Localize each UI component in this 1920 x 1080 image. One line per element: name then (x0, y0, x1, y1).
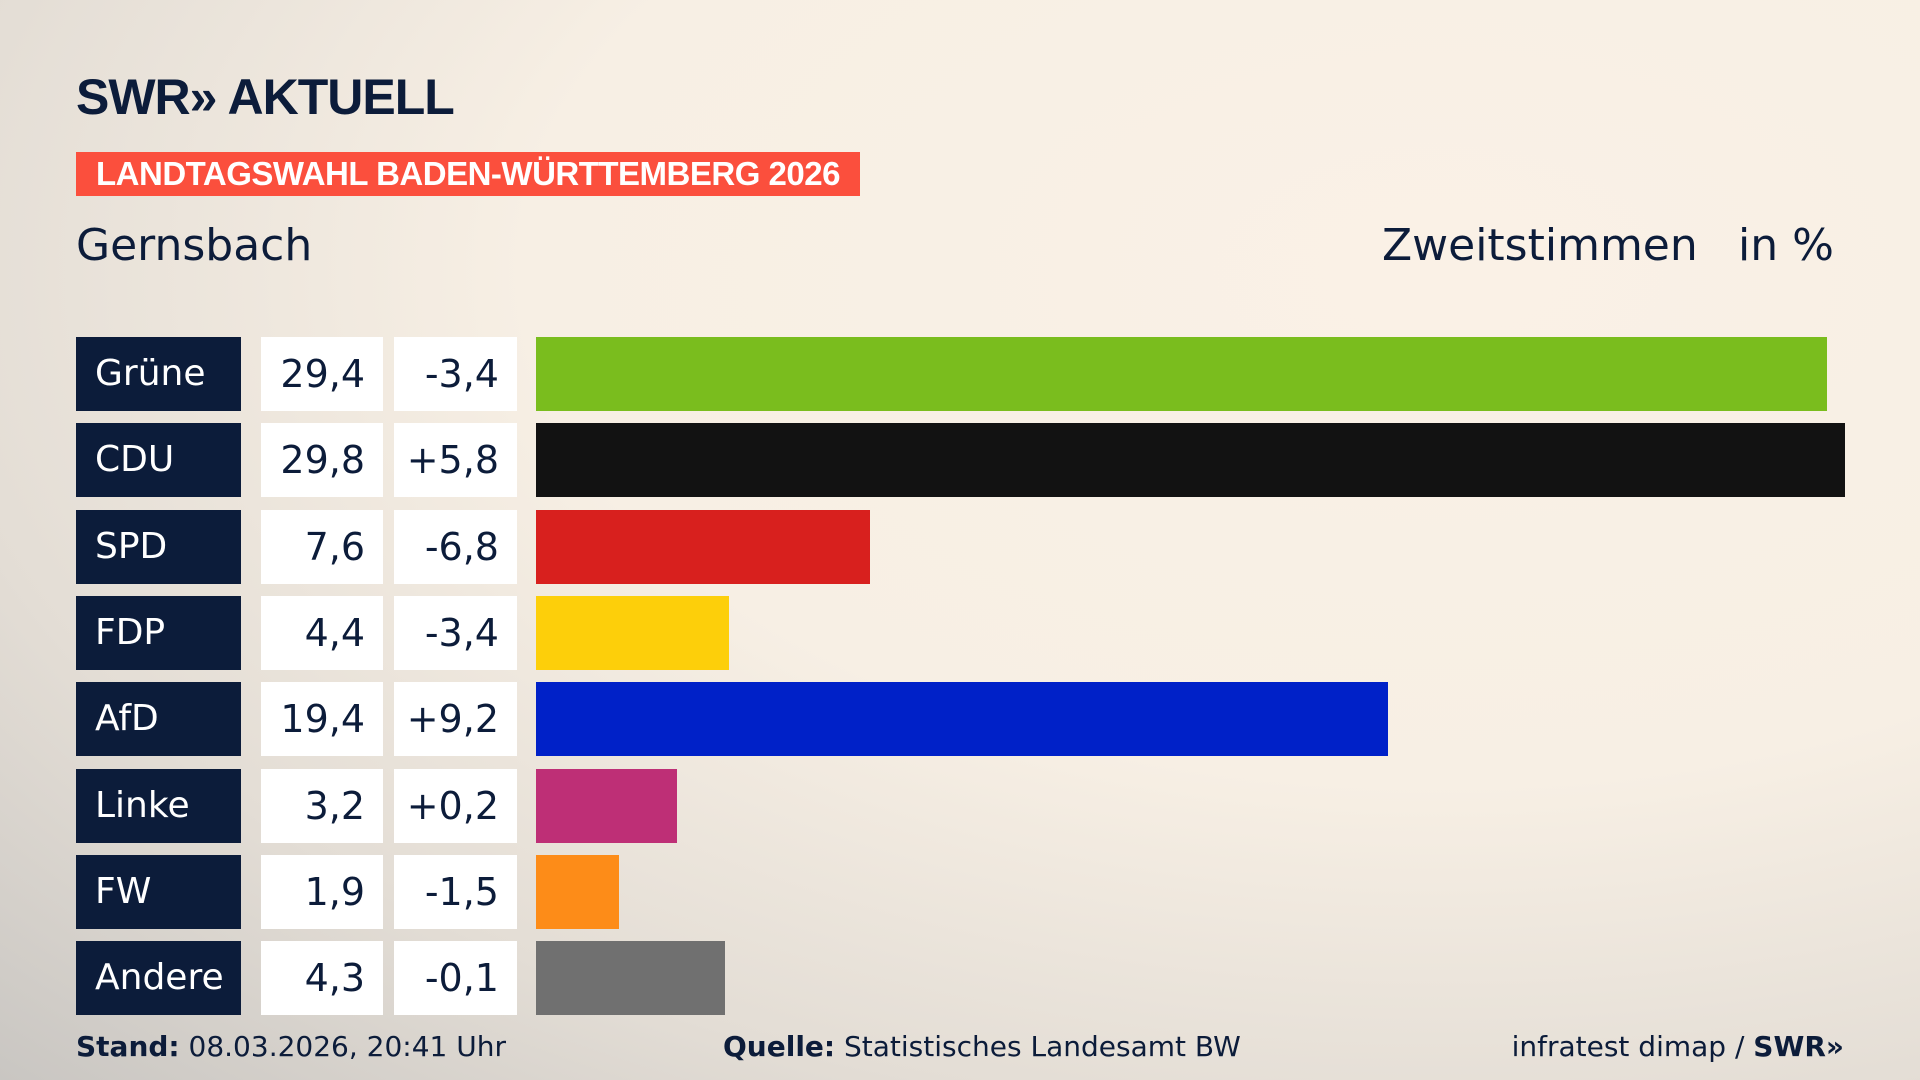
chart-row: Grüne 29,4 -3,4 (0, 337, 1920, 411)
bar (536, 682, 1389, 757)
diff-label: -3,4 (394, 595, 517, 670)
party-label: FDP (76, 595, 241, 670)
party-label: CDU (76, 423, 241, 498)
footer-stand: Stand: 08.03.2026, 20:41 Uhr (76, 1030, 506, 1063)
party-label: Linke (76, 768, 241, 843)
bar (536, 854, 620, 929)
party-label: Grüne (76, 337, 241, 411)
chart-row: FDP 4,4 -3,4 (0, 595, 1920, 670)
chart-row: FW 1,9 -1,5 (0, 854, 1920, 929)
value-label: 29,4 (261, 337, 383, 411)
election-banner: LANDTAGSWAHL BADEN-WÜRTTEMBERG 2026 (76, 152, 860, 196)
party-label: SPD (76, 509, 241, 584)
party-label: FW (76, 854, 241, 929)
value-label: 4,3 (261, 941, 383, 1016)
unit-label: in % (1738, 220, 1834, 271)
source-label: Quelle: (723, 1030, 836, 1063)
measure-label: Zweitstimmen (1382, 220, 1698, 271)
footer-source: Quelle: Statistisches Landesamt BW (723, 1030, 1241, 1063)
swr-logo: SWR» (1753, 1030, 1844, 1063)
chart-row: CDU 29,8 +5,8 (0, 423, 1920, 498)
chart-row: AfD 19,4 +9,2 (0, 682, 1920, 757)
chart-row: Andere 4,3 -0,1 (0, 941, 1920, 1016)
bar (536, 509, 870, 584)
party-label: AfD (76, 682, 241, 757)
diff-label: -1,5 (394, 854, 517, 929)
bar (536, 423, 1845, 498)
chart-row: Linke 3,2 +0,2 (0, 768, 1920, 843)
source-value: Statistisches Landesamt BW (844, 1030, 1241, 1063)
bar (536, 337, 1828, 411)
chart-row: SPD 7,6 -6,8 (0, 509, 1920, 584)
credit-text: infratest dimap / (1511, 1030, 1754, 1063)
value-label: 19,4 (261, 682, 383, 757)
diff-label: -3,4 (394, 337, 517, 411)
value-label: 4,4 (261, 595, 383, 670)
stand-label: Stand: (76, 1030, 180, 1063)
bar (536, 768, 677, 843)
place-title: Gernsbach (76, 220, 313, 271)
diff-label: -6,8 (394, 509, 517, 584)
stand-value: 08.03.2026, 20:41 Uhr (188, 1030, 506, 1063)
value-label: 3,2 (261, 768, 383, 843)
value-label: 29,8 (261, 423, 383, 498)
party-label: Andere (76, 941, 241, 1016)
diff-label: +9,2 (394, 682, 517, 757)
value-label: 7,6 (261, 509, 383, 584)
footer-credit: infratest dimap / SWR» (1512, 1030, 1844, 1063)
value-label: 1,9 (261, 854, 383, 929)
diff-label: +0,2 (394, 768, 517, 843)
diff-label: +5,8 (394, 423, 517, 498)
bar (536, 595, 730, 670)
swr-aktuell-logo: SWR» AKTUELL (76, 69, 455, 125)
bar (536, 941, 725, 1016)
diff-label: -0,1 (394, 941, 517, 1016)
